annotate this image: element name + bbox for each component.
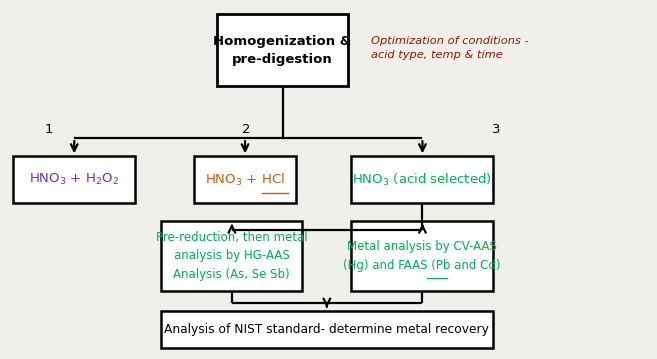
Text: 1: 1 — [45, 123, 53, 136]
Text: HNO$_3$ + HCl: HNO$_3$ + HCl — [205, 172, 284, 187]
Text: Optimization of conditions -
acid type, temp & time: Optimization of conditions - acid type, … — [371, 37, 529, 60]
Text: 2: 2 — [242, 123, 250, 136]
FancyBboxPatch shape — [351, 221, 493, 291]
FancyBboxPatch shape — [351, 156, 493, 203]
Text: HNO$_3$ (acid selected): HNO$_3$ (acid selected) — [352, 172, 492, 187]
Text: Homogenization &
pre-digestion: Homogenization & pre-digestion — [214, 35, 351, 66]
Text: Analysis of NIST standard- determine metal recovery: Analysis of NIST standard- determine met… — [164, 323, 489, 336]
FancyBboxPatch shape — [161, 311, 493, 348]
FancyBboxPatch shape — [161, 221, 302, 291]
Text: Metal analysis by CV-AAS
(Hg) and FAAS (Pb and Cd): Metal analysis by CV-AAS (Hg) and FAAS (… — [344, 240, 501, 271]
FancyBboxPatch shape — [217, 14, 348, 86]
Text: 3: 3 — [492, 123, 500, 136]
FancyBboxPatch shape — [194, 156, 296, 203]
Text: Pre-reduction, then metal
analysis by HG-AAS
Analysis (As, Se Sb): Pre-reduction, then metal analysis by HG… — [156, 231, 307, 281]
FancyBboxPatch shape — [13, 156, 135, 203]
Text: HNO$_3$ + H$_2$O$_2$: HNO$_3$ + H$_2$O$_2$ — [29, 172, 119, 187]
